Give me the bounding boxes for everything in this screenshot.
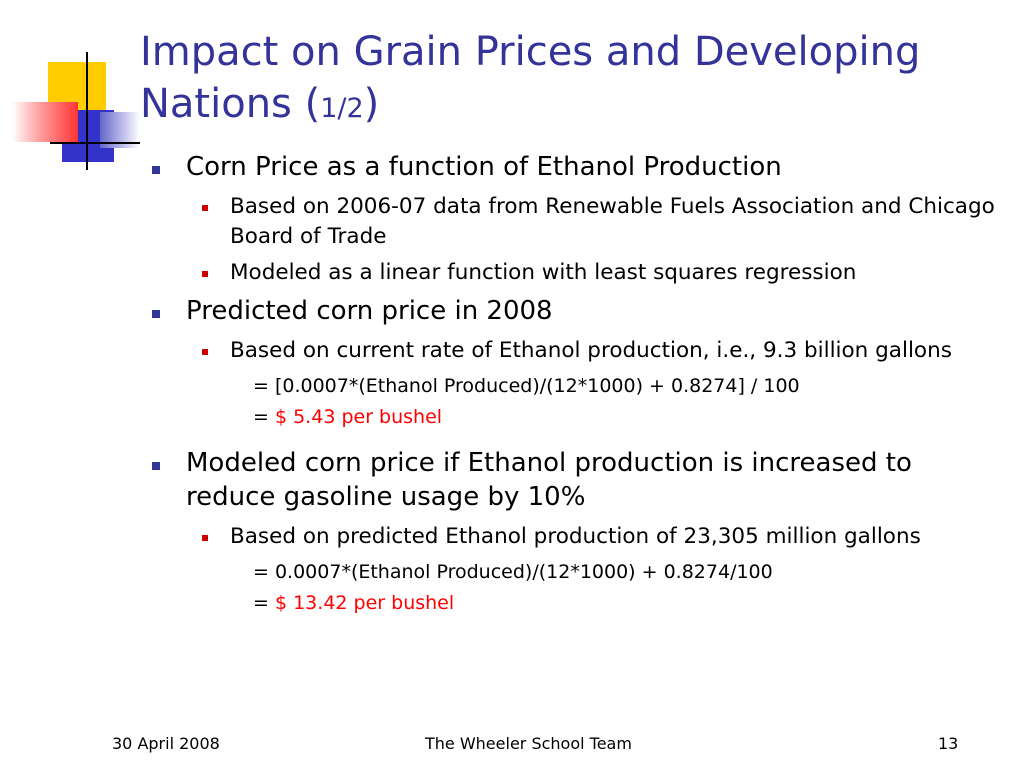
bullet-text: Predicted corn price in 2008 bbox=[186, 296, 553, 326]
sub-bullet-text: Based on 2006-07 data from Renewable Fue… bbox=[230, 194, 995, 249]
sub-bullet-data-source: Based on 2006-07 data from Renewable Fue… bbox=[192, 192, 1008, 252]
logo-vertical-line bbox=[86, 52, 88, 170]
bullet-modeled-price: Modeled corn price if Ethanol production… bbox=[148, 446, 1008, 514]
sub-bullet-current-rate: Based on current rate of Ethanol product… bbox=[192, 336, 1008, 366]
square-bullet-icon bbox=[202, 271, 208, 277]
square-bullet-icon bbox=[202, 205, 208, 211]
title-text: Impact on Grain Prices and Developing Na… bbox=[140, 29, 921, 127]
square-bullet-icon bbox=[152, 462, 160, 470]
square-bullet-icon bbox=[152, 166, 160, 174]
title-fraction: 1/2 bbox=[320, 93, 364, 124]
square-bullet-icon bbox=[202, 349, 208, 355]
result-line: = $ 13.42 per bushel bbox=[253, 589, 1008, 618]
result-value: $ 13.42 per bushel bbox=[274, 592, 455, 614]
logo-horizontal-line bbox=[50, 142, 140, 144]
sub-bullet-predicted-production: Based on predicted Ethanol production of… bbox=[192, 522, 1008, 552]
result-prefix: = bbox=[253, 592, 275, 614]
bullet-text: Corn Price as a function of Ethanol Prod… bbox=[186, 152, 782, 182]
decorative-logo bbox=[0, 0, 140, 175]
sub-bullet-model: Modeled as a linear function with least … bbox=[192, 258, 1008, 288]
bullet-text: Modeled corn price if Ethanol production… bbox=[186, 448, 912, 512]
formula-line: = [0.0007*(Ethanol Produced)/(12*1000) +… bbox=[253, 375, 800, 397]
logo-red-square bbox=[12, 102, 78, 142]
result-value: $ 5.43 per bushel bbox=[274, 406, 443, 428]
square-bullet-icon bbox=[202, 535, 208, 541]
slide-content: Corn Price as a function of Ethanol Prod… bbox=[148, 150, 1008, 620]
footer-date: 30 April 2008 bbox=[112, 734, 220, 753]
sub-bullet-text: Modeled as a linear function with least … bbox=[230, 260, 857, 285]
sub-bullet-text: Based on predicted Ethanol production of… bbox=[230, 524, 921, 549]
square-bullet-icon bbox=[152, 310, 160, 318]
bullet-predicted-price: Predicted corn price in 2008 bbox=[148, 294, 1008, 328]
result-line: = $ 5.43 per bushel bbox=[253, 403, 1008, 432]
result-prefix: = bbox=[253, 406, 275, 428]
footer-page-number: 13 bbox=[938, 734, 959, 753]
slide-title: Impact on Grain Prices and Developing Na… bbox=[140, 26, 1010, 135]
formula-line: = 0.0007*(Ethanol Produced)/(12*1000) + … bbox=[253, 561, 773, 583]
bullet-corn-price-function: Corn Price as a function of Ethanol Prod… bbox=[148, 150, 1008, 184]
title-close-paren: ) bbox=[363, 81, 380, 127]
footer-team: The Wheeler School Team bbox=[425, 734, 632, 753]
sub-bullet-text: Based on current rate of Ethanol product… bbox=[230, 338, 952, 363]
